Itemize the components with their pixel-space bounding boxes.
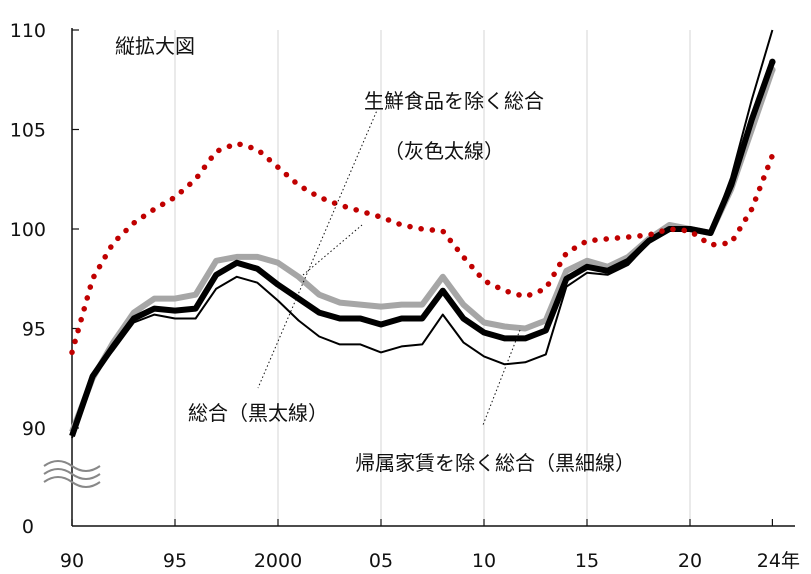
leader-line-exrent — [482, 329, 521, 426]
annotation-exrent-label: 帰属家賃を除く総合（黒細線） — [355, 451, 635, 475]
x-tick-label-4: 10 — [472, 550, 496, 572]
leader-lines — [257, 107, 521, 426]
x-tick-label-2: 2000 — [254, 550, 302, 572]
annotation-core-label: 生鮮食品を除く総合 — [364, 89, 544, 113]
x-tick-label-7: 24年 — [757, 550, 800, 572]
series-line-2 — [71, 29, 774, 439]
x-tick-label-5: 15 — [575, 550, 599, 572]
y-tick-label-3: 95 — [22, 319, 46, 341]
x-tick-label-3: 05 — [369, 550, 393, 572]
series-line-0 — [69, 68, 776, 434]
leader-line-total — [302, 224, 363, 276]
y-tick-label-4: 90 — [22, 418, 46, 440]
axis-break-icon — [43, 460, 101, 488]
chart-title: 縦拡大図 — [115, 34, 195, 58]
y-tick-label-1: 105 — [10, 120, 46, 142]
series-lines — [69, 29, 776, 439]
annotation-core-style: （灰色太線） — [384, 139, 504, 163]
x-tick-label-6: 20 — [678, 550, 702, 572]
series-end-point-1 — [769, 58, 776, 66]
y-tick-label-0: 110 — [10, 20, 46, 42]
annotation-total-label: 総合（黒太線） — [188, 401, 328, 425]
y-tick-label-5: 0 — [22, 516, 34, 538]
series-line-3 — [69, 140, 776, 356]
series-line-1 — [69, 60, 776, 437]
tick-marks: 90 95 2000 05 10 15 20 24年 110 105 100 95 90 0 — [10, 20, 800, 572]
x-tick-label-1: 95 — [163, 550, 187, 572]
leader-line-core — [257, 107, 379, 389]
x-tick-label-0: 90 — [60, 550, 84, 572]
gridlines — [174, 30, 691, 526]
y-tick-label-2: 100 — [10, 219, 46, 241]
